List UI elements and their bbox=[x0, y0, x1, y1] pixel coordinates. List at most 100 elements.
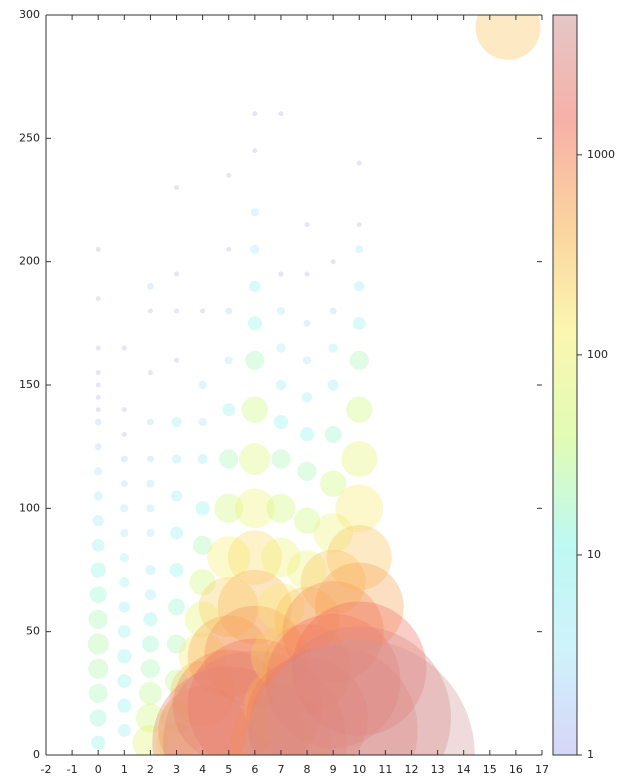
bubble bbox=[164, 669, 189, 693]
x-tick-label: 3 bbox=[173, 763, 180, 776]
colorbar-tick-label: 1000 bbox=[587, 148, 615, 161]
bubble bbox=[217, 569, 292, 645]
x-tick-label: 8 bbox=[304, 763, 311, 776]
bubble bbox=[146, 479, 155, 488]
bubble bbox=[214, 493, 244, 523]
bubble bbox=[320, 470, 347, 497]
bubble bbox=[475, 15, 541, 60]
bubble bbox=[138, 681, 162, 705]
bubble bbox=[314, 562, 404, 652]
bubble bbox=[346, 396, 373, 423]
bubble bbox=[326, 525, 392, 591]
bubble bbox=[174, 271, 180, 277]
y-tick-label: 50 bbox=[26, 625, 40, 638]
bubble bbox=[117, 723, 131, 737]
bubble bbox=[95, 370, 101, 376]
colorbar-tick-label: 100 bbox=[587, 348, 608, 361]
bubble bbox=[349, 350, 369, 370]
bubble bbox=[171, 416, 182, 428]
bubble bbox=[88, 683, 108, 703]
bubble bbox=[355, 245, 364, 254]
x-tick-label: 4 bbox=[199, 763, 206, 776]
bubble bbox=[120, 528, 129, 538]
bubble bbox=[266, 493, 296, 523]
bubble bbox=[303, 319, 311, 327]
bubble bbox=[89, 586, 107, 604]
bubble bbox=[170, 526, 183, 540]
y-tick-label: 250 bbox=[19, 131, 40, 144]
bubble bbox=[117, 698, 132, 713]
bubble bbox=[219, 449, 239, 469]
bubble bbox=[230, 692, 332, 755]
bubble bbox=[275, 379, 287, 391]
bubble bbox=[267, 626, 451, 755]
bubble bbox=[200, 308, 206, 314]
bubble bbox=[132, 724, 169, 755]
bubble bbox=[276, 343, 286, 353]
bubble bbox=[152, 666, 306, 755]
bubble bbox=[335, 484, 384, 533]
bubble bbox=[261, 537, 301, 578]
bubble bbox=[117, 673, 132, 689]
bubble bbox=[300, 427, 315, 442]
bubble bbox=[278, 271, 284, 277]
bubble bbox=[120, 480, 128, 488]
y-tick-label: 200 bbox=[19, 255, 40, 268]
x-tick-label: 6 bbox=[251, 763, 258, 776]
x-tick-label: 12 bbox=[404, 763, 418, 776]
bubble bbox=[91, 538, 105, 552]
x-tick-label: 1 bbox=[121, 763, 128, 776]
bubble bbox=[225, 307, 233, 315]
bubble bbox=[297, 461, 317, 481]
bubble bbox=[95, 394, 101, 400]
x-tick-label: 2 bbox=[147, 763, 154, 776]
bubble bbox=[313, 513, 354, 553]
bubble bbox=[95, 296, 101, 302]
bubble bbox=[304, 222, 310, 228]
x-tick-label: -1 bbox=[67, 763, 78, 776]
bubble bbox=[265, 613, 401, 749]
bubble bbox=[243, 668, 319, 743]
bubble bbox=[88, 658, 109, 679]
bubble bbox=[171, 454, 182, 464]
bubble bbox=[94, 418, 102, 426]
bubble bbox=[252, 148, 258, 154]
bubble bbox=[197, 453, 208, 465]
bubble bbox=[246, 657, 368, 755]
bubble bbox=[87, 633, 109, 655]
bubble bbox=[247, 316, 262, 331]
bubble bbox=[189, 569, 216, 596]
bubble bbox=[300, 549, 366, 615]
bubble bbox=[341, 441, 378, 477]
bubble bbox=[91, 735, 106, 750]
colorbar-tick-label: 10 bbox=[587, 548, 601, 561]
bubble bbox=[94, 443, 102, 451]
bubble bbox=[147, 282, 154, 290]
bubble bbox=[174, 185, 180, 191]
bubble bbox=[89, 709, 107, 727]
bubble bbox=[304, 271, 310, 277]
bubble bbox=[93, 491, 103, 501]
x-tick-label: 17 bbox=[535, 763, 549, 776]
bubble bbox=[278, 111, 284, 117]
bubble bbox=[356, 160, 362, 166]
bubble bbox=[292, 601, 427, 736]
bubble bbox=[257, 583, 305, 631]
bubble bbox=[141, 635, 159, 653]
bubble bbox=[248, 645, 418, 755]
bubble bbox=[170, 660, 236, 726]
bubble bbox=[156, 722, 197, 755]
bubble bbox=[147, 308, 153, 314]
bubble bbox=[178, 632, 227, 681]
x-tick-label: 13 bbox=[431, 763, 445, 776]
bubble bbox=[224, 356, 233, 365]
bubble bbox=[145, 564, 156, 576]
bubble bbox=[293, 507, 321, 534]
bubble bbox=[198, 417, 207, 427]
bubble bbox=[226, 246, 232, 252]
bubble bbox=[354, 281, 365, 292]
x-tick-label: 15 bbox=[483, 763, 497, 776]
y-tick-label: 300 bbox=[19, 8, 40, 21]
bubble bbox=[234, 488, 275, 529]
bubble bbox=[117, 625, 131, 639]
